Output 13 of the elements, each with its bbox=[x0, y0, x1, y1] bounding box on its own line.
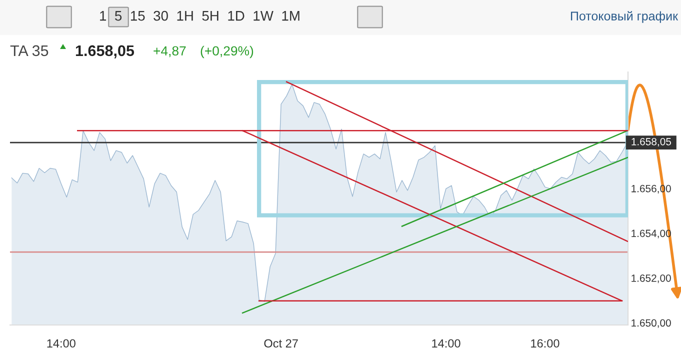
text: Потоковый график bbox=[570, 11, 678, 23]
x-tick-label: 14:00 bbox=[47, 339, 76, 348]
y-tick-label: 1.652,00 bbox=[632, 274, 671, 284]
y-tick-label: 1.650,00 bbox=[632, 319, 671, 328]
text: +4,87 bbox=[154, 46, 186, 58]
text: 1.658,05 bbox=[76, 45, 134, 58]
chart-title: TA 35 bbox=[10, 45, 48, 56]
text: (+0,29%) bbox=[200, 46, 254, 58]
x-tick-label: 14:00 bbox=[432, 339, 460, 348]
text: 1 5 15 30 1H 5H 1D 1W 1M bbox=[100, 10, 300, 21]
x-tick-label: 16:00 bbox=[531, 339, 560, 348]
x-tick-label: Oct 27 bbox=[264, 339, 298, 348]
ref-line-label: 1.658,05 bbox=[632, 138, 672, 147]
